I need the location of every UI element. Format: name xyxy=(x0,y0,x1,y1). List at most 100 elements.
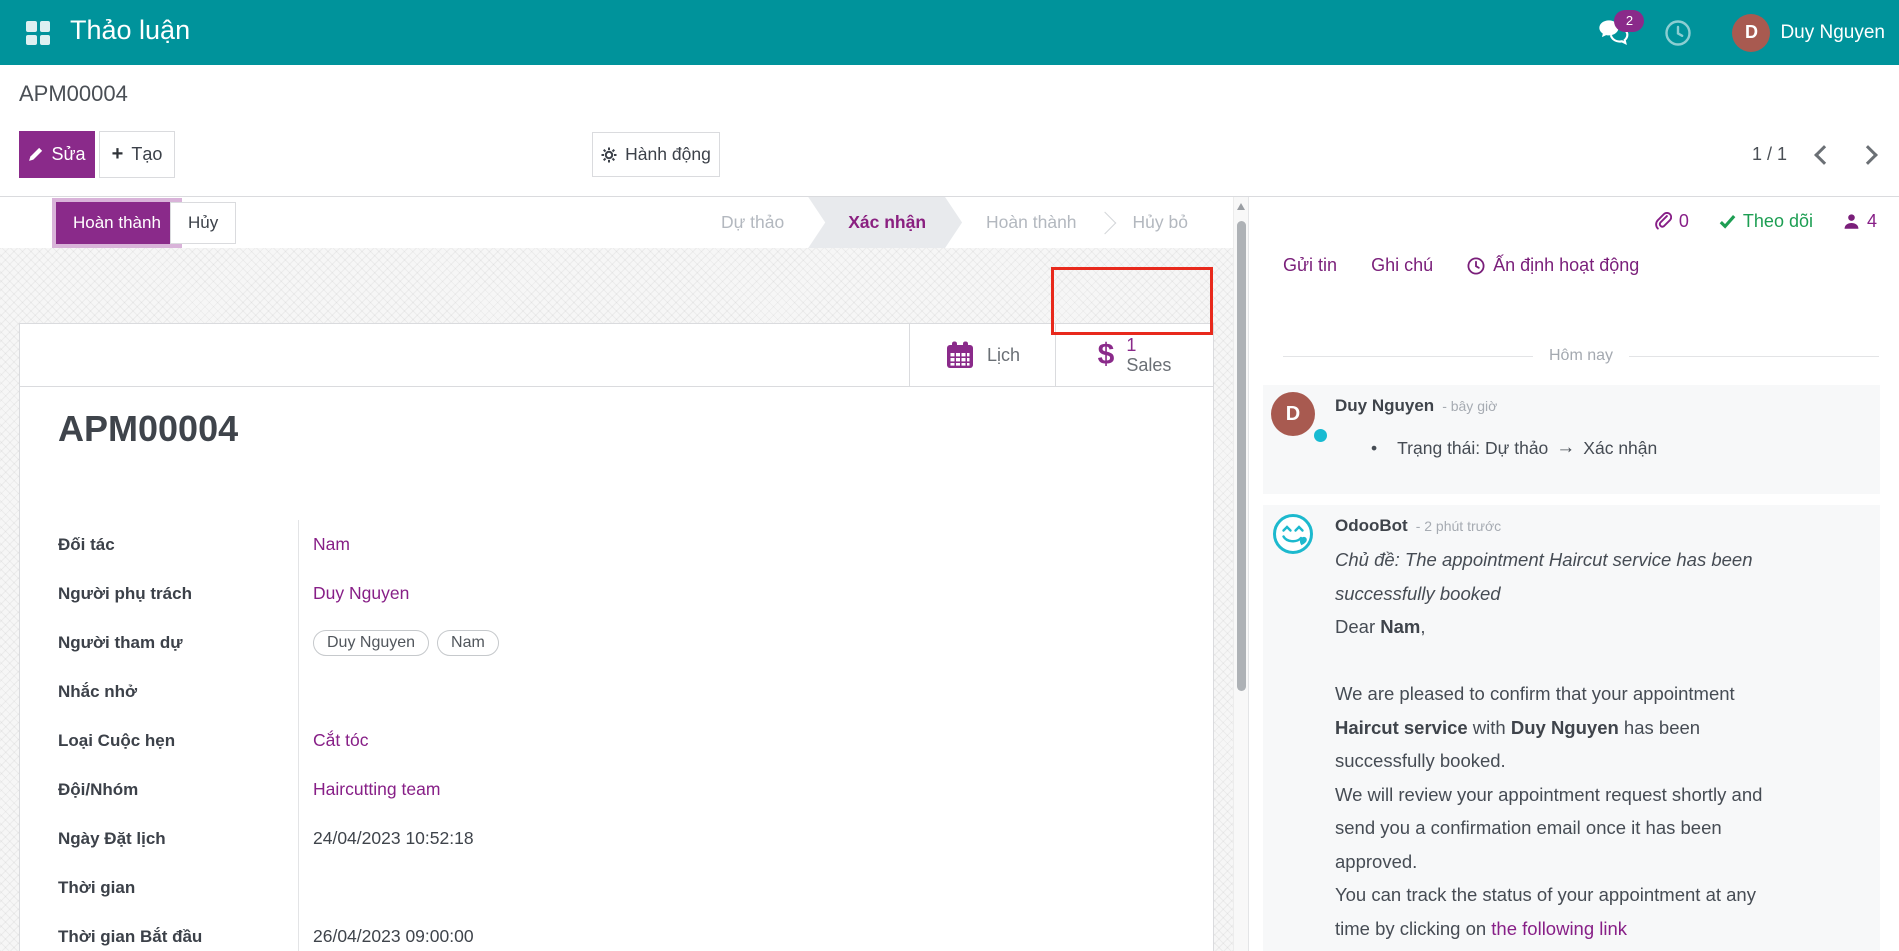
message-text: approved. xyxy=(1335,851,1417,872)
arrow-right-icon: → xyxy=(1556,437,1575,459)
attachments-button[interactable]: 0 xyxy=(1654,211,1689,232)
date-divider: Hôm nay xyxy=(1283,347,1879,365)
message-text: , xyxy=(1420,616,1425,637)
step-cancelled[interactable]: Hủy bỏ xyxy=(1109,212,1212,233)
field-row-start-time: Thời gian Bắt đầu 26/04/2023 09:00:00 xyxy=(20,912,1213,951)
create-button-label: Tạo xyxy=(131,144,162,165)
attendees-tags: Duy Nguyen Nam xyxy=(298,618,1213,667)
apps-grid-icon[interactable] xyxy=(26,21,50,45)
message-line: successfully booked. xyxy=(1335,744,1870,778)
calendar-icon xyxy=(945,340,975,370)
message-text: successfully booked. xyxy=(1335,750,1506,771)
form-sheet: Lịch $ 1 Sales APM00004 Đối tác Nam xyxy=(19,323,1214,951)
scrollbar-thumb[interactable] xyxy=(1237,221,1246,691)
cancel-button[interactable]: Hủy xyxy=(170,202,236,244)
message-time: - 2 phút trước xyxy=(1416,518,1501,534)
step-done[interactable]: Hoàn thành xyxy=(962,212,1101,233)
field-label: Đối tác xyxy=(20,520,298,569)
activities-menu-button[interactable] xyxy=(1664,19,1692,47)
pager-previous-icon[interactable] xyxy=(1814,145,1834,165)
field-label: Người phụ trách xyxy=(20,569,298,618)
app-title[interactable]: Thảo luận xyxy=(70,15,190,46)
pager-count[interactable]: 1 / 1 xyxy=(1752,144,1787,165)
sales-count: 1 xyxy=(1126,335,1171,355)
field-row-booking-date: Ngày Đặt lịch 24/04/2023 10:52:18 xyxy=(20,814,1213,863)
message-time: - bây giờ xyxy=(1442,398,1497,414)
duration-value[interactable] xyxy=(298,863,1213,912)
tracking-from: Trạng thái: Dự thảo xyxy=(1397,438,1548,459)
send-message-button[interactable]: Gửi tin xyxy=(1283,255,1337,276)
message-text: You can track the status of your appoint… xyxy=(1335,884,1756,905)
message-body: Chủ đề: The appointment Haircut service … xyxy=(1335,543,1870,945)
reminder-value[interactable] xyxy=(298,667,1213,716)
field-label: Ngày Đặt lịch xyxy=(20,814,298,863)
pager-next-icon[interactable] xyxy=(1858,145,1878,165)
message-text: send you a confirmation email once it ha… xyxy=(1335,817,1722,838)
log-note-button[interactable]: Ghi chú xyxy=(1371,255,1433,276)
follow-button[interactable]: Theo dõi xyxy=(1719,211,1813,232)
message-text: successfully booked xyxy=(1335,583,1501,604)
follow-label: Theo dõi xyxy=(1743,211,1813,232)
field-label: Đội/Nhóm xyxy=(20,765,298,814)
message-line: Haircut service with Duy Nguyen has been xyxy=(1335,711,1870,745)
step-draft[interactable]: Dự thảo xyxy=(697,212,808,233)
dollar-icon: $ xyxy=(1098,340,1115,370)
team-link[interactable]: Haircutting team xyxy=(298,765,1213,814)
chatter-actions: Gửi tin Ghi chú Ấn định hoạt động xyxy=(1283,255,1639,276)
online-status-dot xyxy=(1312,427,1329,444)
schedule-activity-button[interactable]: Ấn định hoạt động xyxy=(1467,255,1639,276)
create-button[interactable]: + Tạo xyxy=(99,131,175,178)
odoobot-avatar xyxy=(1271,512,1315,556)
attendee-tag[interactable]: Nam xyxy=(437,630,499,656)
scroll-up-arrow-icon[interactable] xyxy=(1237,203,1245,210)
edit-button[interactable]: Sửa xyxy=(19,131,95,178)
author-avatar: D xyxy=(1271,392,1315,436)
message-text: Dear xyxy=(1335,616,1380,637)
message-odoobot: OdooBot - 2 phút trước Chủ đề: The appoi… xyxy=(1263,505,1880,951)
message-text: Haircut service xyxy=(1335,717,1468,738)
message-header: OdooBot - 2 phút trước xyxy=(1335,516,1501,536)
clock-icon xyxy=(1467,257,1485,275)
messages-menu-button[interactable]: 2 xyxy=(1598,19,1630,47)
message-line: You can track the status of your appoint… xyxy=(1335,878,1870,912)
status-stepper: Dự thảo Xác nhận Hoàn thành Hủy bỏ xyxy=(697,197,1212,248)
person-icon xyxy=(1843,213,1860,230)
calendar-smart-label: Lịch xyxy=(987,345,1020,366)
partner-link[interactable]: Nam xyxy=(298,520,1213,569)
responsible-link[interactable]: Duy Nguyen xyxy=(298,569,1213,618)
following-link[interactable]: the following link xyxy=(1491,918,1627,939)
message-line: Dear Nam, xyxy=(1335,610,1870,644)
calendar-smart-button[interactable]: Lịch xyxy=(909,324,1055,386)
message-text: We will review your appointment request … xyxy=(1335,784,1762,805)
message-line: We are pleased to confirm that your appo… xyxy=(1335,677,1870,711)
paperclip-icon xyxy=(1654,212,1672,231)
message-text: Nam xyxy=(1380,616,1420,637)
message-text: We are pleased to confirm that your appo… xyxy=(1335,683,1735,704)
message-tracking: D Duy Nguyen - bây giờ Trạng thái: Dự th… xyxy=(1263,385,1880,494)
appointment-type-link[interactable]: Cắt tóc xyxy=(298,716,1213,765)
user-menu[interactable]: D Duy Nguyen xyxy=(1732,14,1885,52)
message-text: has been xyxy=(1619,717,1700,738)
message-line: time by clicking on the following link xyxy=(1335,912,1870,946)
attendee-tag[interactable]: Duy Nguyen xyxy=(313,630,429,656)
topbar-right-cluster: 2 D Duy Nguyen xyxy=(1598,0,1885,65)
vertical-scrollbar[interactable] xyxy=(1233,197,1248,951)
field-label: Thời gian Bắt đầu xyxy=(20,912,298,951)
message-header: Duy Nguyen - bây giờ xyxy=(1335,396,1497,416)
breadcrumb[interactable]: APM00004 xyxy=(19,81,128,107)
step-confirmed-active[interactable]: Xác nhận xyxy=(808,197,962,248)
message-author[interactable]: Duy Nguyen xyxy=(1335,396,1434,416)
gear-icon xyxy=(601,147,617,163)
sales-smart-button[interactable]: $ 1 Sales xyxy=(1055,324,1213,386)
message-author[interactable]: OdooBot xyxy=(1335,516,1408,536)
schedule-activity-label: Ấn định hoạt động xyxy=(1493,255,1639,276)
mark-done-button[interactable]: Hoàn thành xyxy=(56,202,178,244)
field-row-attendees: Người tham dự Duy Nguyen Nam xyxy=(20,618,1213,667)
date-divider-label: Hôm nay xyxy=(1549,347,1613,365)
action-menu-button[interactable]: Hành động xyxy=(592,132,720,177)
tracking-to: Xác nhận xyxy=(1583,438,1657,459)
top-navbar: Thảo luận 2 D Duy Nguyen xyxy=(0,0,1899,65)
followers-button[interactable]: 4 xyxy=(1843,211,1877,232)
form-background: Lịch $ 1 Sales APM00004 Đối tác Nam xyxy=(0,248,1233,951)
booking-date-value: 24/04/2023 10:52:18 xyxy=(298,814,1213,863)
